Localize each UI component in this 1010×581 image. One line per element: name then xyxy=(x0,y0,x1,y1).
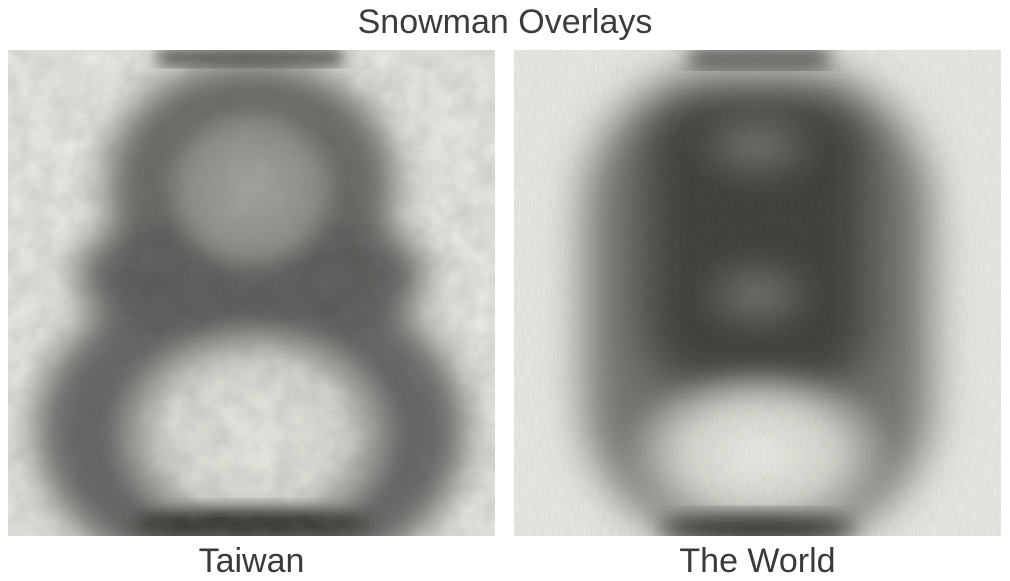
figure-title: Snowman Overlays xyxy=(357,3,653,41)
taiwan-overlay-drawing xyxy=(8,50,495,536)
world-overlay-drawing xyxy=(514,50,1001,536)
world-overlay-image xyxy=(514,50,1001,536)
world-caption: The World xyxy=(679,542,836,580)
taiwan-caption: Taiwan xyxy=(198,542,305,580)
taiwan-overlay-image xyxy=(8,50,495,536)
